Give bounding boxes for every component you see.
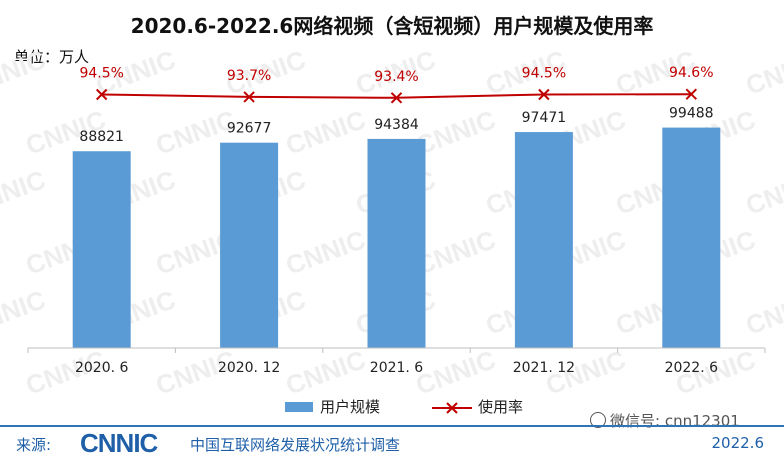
watermark-text: CNNIC bbox=[0, 44, 50, 100]
unit-label: 单位：万人 bbox=[14, 48, 90, 66]
bars-layer: 88821 92677 94384 97471 99488 bbox=[72, 106, 721, 348]
x-tick-label: 2020. 12 bbox=[218, 360, 280, 376]
usage-rate-marker bbox=[390, 92, 403, 104]
legend-label-users: 用户规模 bbox=[320, 398, 380, 416]
bar bbox=[72, 151, 131, 348]
x-tick-label: 2021. 6 bbox=[370, 360, 424, 376]
bar-value-label: 97471 bbox=[522, 110, 567, 126]
marker-stroke bbox=[685, 88, 698, 100]
usage-rate-marker bbox=[685, 88, 698, 100]
bar bbox=[662, 127, 721, 348]
marker-stroke bbox=[390, 92, 403, 104]
bar bbox=[514, 132, 573, 348]
usage-rate-label: 94.5% bbox=[522, 66, 566, 82]
bar-value-label: 99488 bbox=[669, 106, 714, 122]
line-layer: 94.5% 93.7% 93.4% 94.5% 94.6% bbox=[79, 65, 714, 104]
usage-rate-label: 94.5% bbox=[79, 66, 123, 82]
footer-date: 2022.6 bbox=[711, 434, 765, 452]
watermark-text: CNNIC bbox=[742, 44, 784, 100]
x-tick-label: 2021. 12 bbox=[513, 360, 575, 376]
watermark-text: CNNIC bbox=[0, 164, 50, 220]
usage-rate-marker bbox=[243, 91, 255, 103]
usage-rate-label: 94.6% bbox=[669, 65, 713, 81]
bar-value-label: 92677 bbox=[227, 121, 272, 137]
usage-rate-marker bbox=[95, 88, 108, 101]
cnnic-logo: CNNIC bbox=[80, 428, 158, 458]
bar-value-label: 94384 bbox=[374, 117, 419, 133]
watermark-text: CNNIC bbox=[742, 284, 784, 340]
watermark-text: CNNIC bbox=[282, 104, 370, 160]
x-tick-label: 2022. 6 bbox=[665, 360, 719, 376]
bar-value-label: 88821 bbox=[79, 129, 124, 145]
watermark-text: CNNIC bbox=[412, 344, 500, 400]
watermark-text: CNNIC bbox=[282, 224, 370, 280]
marker-stroke bbox=[95, 88, 108, 101]
axis-layer: 2020. 6 2020. 12 2021. 6 2021. 12 2022. 6 bbox=[27, 347, 766, 376]
marker-stroke bbox=[243, 91, 255, 103]
bar bbox=[220, 142, 279, 348]
footer: 来源: CNNIC 中国互联网络发展状况统计调查 2022.6 bbox=[0, 428, 784, 462]
footer-divider bbox=[0, 425, 784, 427]
legend-swatch-users bbox=[285, 402, 313, 412]
usage-rate-label: 93.7% bbox=[227, 68, 271, 84]
legend-label-rate: 使用率 bbox=[478, 398, 523, 416]
x-tick-label: 2020. 6 bbox=[75, 360, 129, 376]
wechat-icon bbox=[590, 412, 606, 428]
organization-name: 中国互联网络发展状况统计调查 bbox=[190, 436, 401, 454]
watermark-text: CNNIC bbox=[0, 284, 50, 340]
chart-title: 2020.6-2022.6网络视频（含短视频）用户规模及使用率 bbox=[130, 14, 654, 38]
source-label: 来源: bbox=[16, 436, 52, 454]
watermark-text: CNNIC bbox=[282, 344, 370, 400]
bar bbox=[367, 138, 426, 348]
usage-rate-marker bbox=[538, 88, 550, 101]
legend-marker-rate bbox=[446, 402, 458, 414]
watermark-text: CNNIC bbox=[742, 164, 784, 220]
marker-stroke bbox=[538, 88, 550, 101]
legend-layer: 用户规模 使用率 bbox=[285, 398, 523, 416]
usage-rate-label: 93.4% bbox=[374, 69, 418, 85]
